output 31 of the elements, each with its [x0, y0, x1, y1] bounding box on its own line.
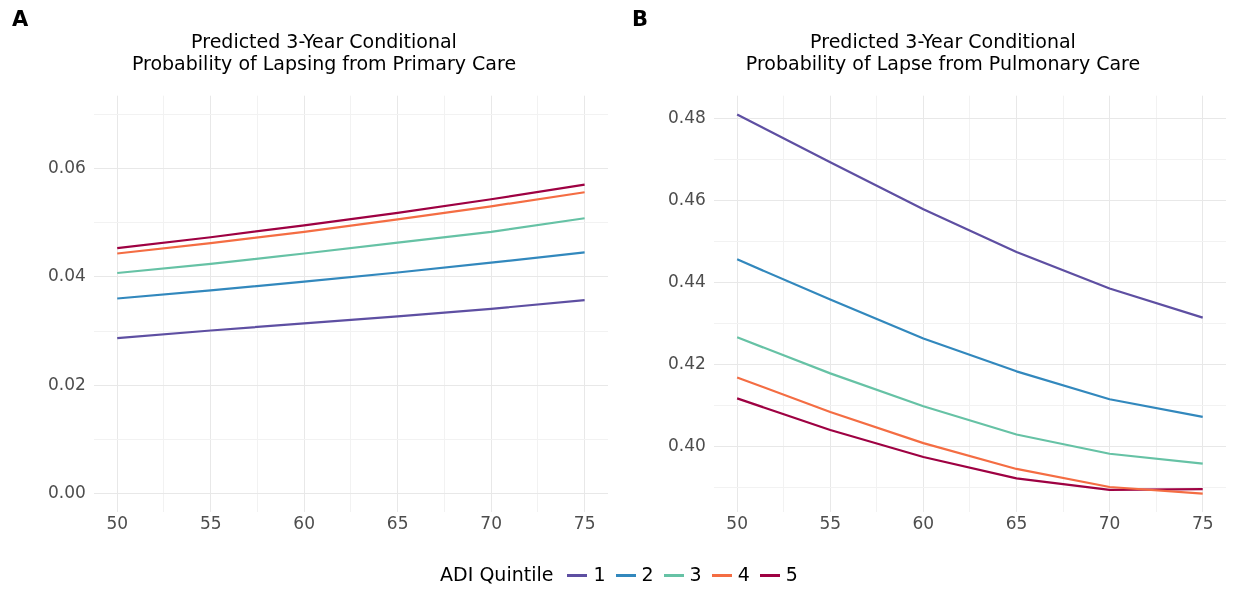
y-tick-label: 0.00 — [47, 482, 86, 503]
x-tick-label: 50 — [106, 513, 129, 534]
y-tick-label: 0.44 — [667, 270, 706, 291]
legend-label: 1 — [593, 563, 606, 585]
legend-label: 4 — [737, 563, 750, 585]
x-tick-label: 50 — [726, 513, 748, 534]
y-tick-label: 0.48 — [667, 106, 706, 127]
text: A — [12, 6, 29, 31]
y-tick-label: 0.40 — [667, 434, 706, 455]
x-tick-label: 70 — [1098, 513, 1121, 534]
legend-label: 5 — [785, 563, 798, 585]
x-tick-label: 55 — [199, 513, 222, 534]
y-tick-label: 0.06 — [47, 156, 86, 177]
x-tick-label: 65 — [1005, 513, 1028, 534]
legend-title: ADI Quintile — [440, 563, 554, 585]
chart-title: Predicted 3-Year Conditional Probability of Lapse from Pulmonary Care — [745, 29, 1141, 74]
y-tick-label: 0.46 — [667, 188, 706, 209]
x-tick-label: 60 — [293, 513, 316, 534]
text: B — [632, 6, 649, 31]
x-tick-label: 55 — [819, 513, 842, 534]
x-tick-label: 65 — [386, 513, 409, 534]
y-tick-label: 0.42 — [667, 352, 706, 373]
y-tick-label: 0.02 — [47, 373, 86, 394]
x-tick-label: 75 — [1191, 513, 1214, 534]
legend-label: 3 — [689, 563, 702, 585]
legend-label: 2 — [641, 563, 654, 585]
chart-title: Predicted 3-Year Conditional Probability of Lapsing from Primary Care — [131, 29, 517, 74]
x-tick-label: 70 — [480, 513, 502, 534]
y-tick-label: 0.04 — [47, 265, 86, 286]
x-tick-label: 60 — [912, 513, 935, 534]
x-tick-label: 75 — [573, 513, 596, 534]
